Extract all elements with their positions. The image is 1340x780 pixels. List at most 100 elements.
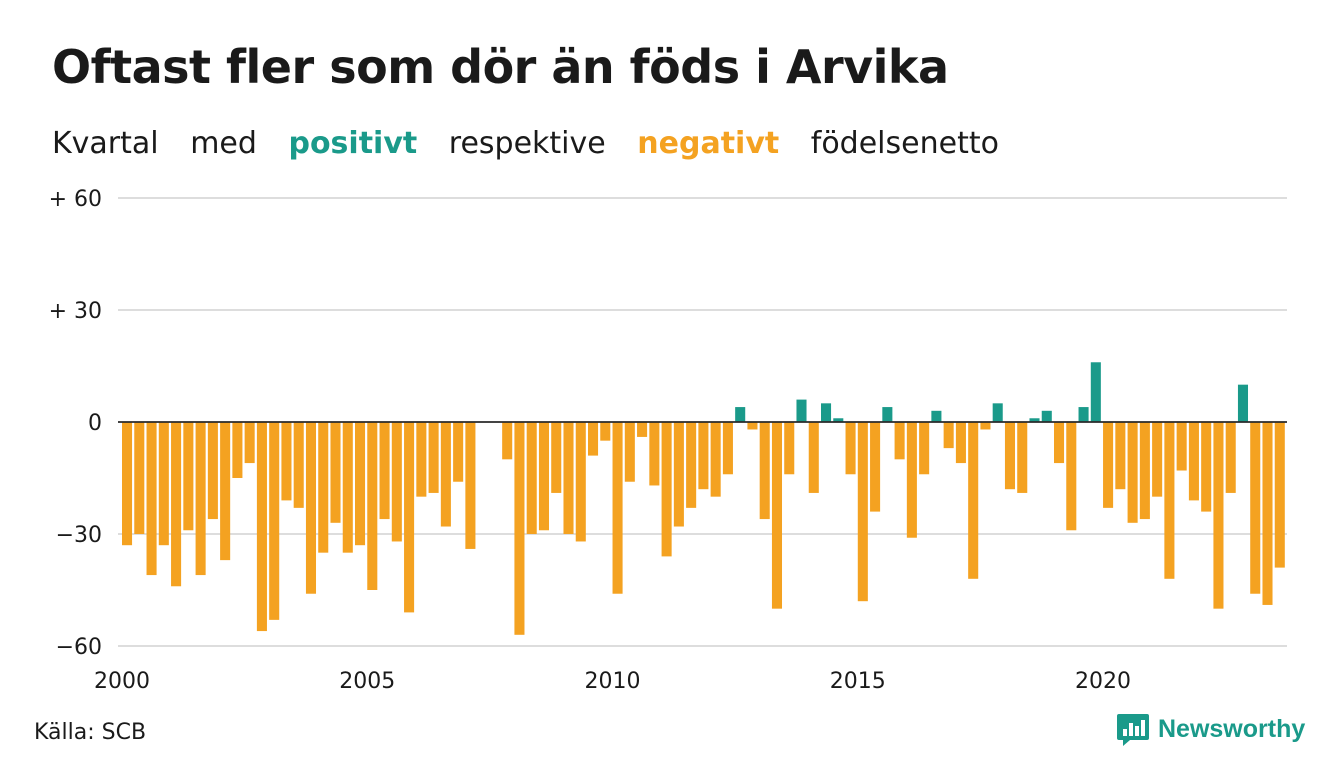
subtitle-part-4: födelsenetto <box>810 126 999 161</box>
y-tick-label: −30 <box>56 523 102 548</box>
bar <box>955 422 966 464</box>
bar <box>1115 422 1126 490</box>
bar <box>563 422 574 534</box>
x-tick-label: 2015 <box>830 669 886 694</box>
bar <box>1017 422 1028 493</box>
bar <box>305 422 317 594</box>
bar <box>1029 418 1040 422</box>
bar <box>330 422 341 523</box>
bar <box>796 399 807 422</box>
bar <box>588 422 599 456</box>
bar <box>379 422 390 520</box>
bar <box>220 422 231 561</box>
bar <box>1090 362 1101 422</box>
x-tick-label: 2000 <box>94 669 150 694</box>
y-tick-label: + 60 <box>49 187 102 212</box>
bar <box>342 422 353 553</box>
bar <box>710 422 721 497</box>
x-tick-label: 2005 <box>339 669 395 694</box>
bar <box>1262 422 1273 605</box>
bar <box>293 422 304 508</box>
bar <box>747 422 758 430</box>
bar <box>698 422 709 490</box>
bar <box>919 422 930 475</box>
bar <box>894 422 905 460</box>
bar <box>992 403 1003 422</box>
bar <box>980 422 991 430</box>
bar <box>686 422 697 508</box>
subtitle-part-3: respektive <box>448 126 606 161</box>
bar-chart-speech-bubble-icon <box>1117 714 1149 746</box>
bar <box>1237 384 1249 422</box>
gridlines <box>118 197 1287 647</box>
bar <box>857 422 868 602</box>
bar <box>845 422 856 475</box>
bar <box>870 422 881 512</box>
bar <box>256 422 267 632</box>
bar <box>391 422 402 542</box>
bar <box>1274 422 1285 568</box>
bar <box>833 418 844 422</box>
bar <box>207 422 218 520</box>
bar <box>355 422 366 546</box>
bar <box>404 422 415 613</box>
bar <box>171 422 182 587</box>
bar <box>526 422 537 534</box>
bar <box>1127 422 1138 523</box>
bar <box>465 422 476 549</box>
x-tick-label: 2010 <box>585 669 641 694</box>
brand-logo[interactable]: Newsworthy <box>1116 712 1305 746</box>
subtitle-part-1: Kvartal <box>52 126 159 161</box>
chart-title: Oftast fler som dör än föds i Arvika <box>52 40 949 94</box>
bar <box>1041 410 1052 422</box>
bar <box>943 422 954 449</box>
bar <box>722 422 733 475</box>
bar <box>318 422 329 553</box>
bar <box>1201 422 1212 512</box>
bar <box>673 422 684 527</box>
bar <box>649 422 660 486</box>
bar <box>269 422 280 620</box>
x-tick-label: 2020 <box>1075 669 1131 694</box>
bar <box>612 422 623 594</box>
subtitle-part-2: med <box>190 126 257 161</box>
bar <box>1054 422 1065 464</box>
bar <box>968 422 979 579</box>
source-note: Källa: SCB <box>34 720 147 745</box>
bar <box>1213 422 1224 609</box>
bar <box>1066 422 1077 531</box>
bar <box>1004 422 1016 490</box>
bar <box>244 422 255 464</box>
bar <box>759 422 770 520</box>
bar <box>428 422 439 493</box>
bar <box>134 422 145 534</box>
bar <box>195 422 206 576</box>
bar <box>183 422 194 531</box>
y-tick-label: 0 <box>88 411 102 436</box>
bar <box>453 422 464 482</box>
bar <box>1078 407 1089 422</box>
bar <box>600 422 611 441</box>
subtitle-negative-word: negativt <box>637 126 780 161</box>
bar <box>146 422 157 576</box>
bar <box>771 422 783 609</box>
chart-subtitle: Kvartal med positivt respektive negativt… <box>52 126 1021 161</box>
bar <box>440 422 451 527</box>
bars <box>122 362 1285 635</box>
bar <box>1103 422 1114 508</box>
subtitle-positive-word: positivt <box>288 126 418 161</box>
y-tick-label: −60 <box>56 635 102 660</box>
y-tick-label: + 30 <box>49 299 102 324</box>
bar <box>122 422 133 546</box>
bar <box>808 422 819 493</box>
bar <box>551 422 562 493</box>
bar <box>538 422 550 531</box>
bar <box>784 422 795 475</box>
bar <box>882 407 893 422</box>
bar <box>416 422 427 497</box>
bar <box>514 422 525 635</box>
bar <box>575 422 586 542</box>
brand-name: Newsworthy <box>1158 714 1306 743</box>
bar <box>624 422 635 482</box>
